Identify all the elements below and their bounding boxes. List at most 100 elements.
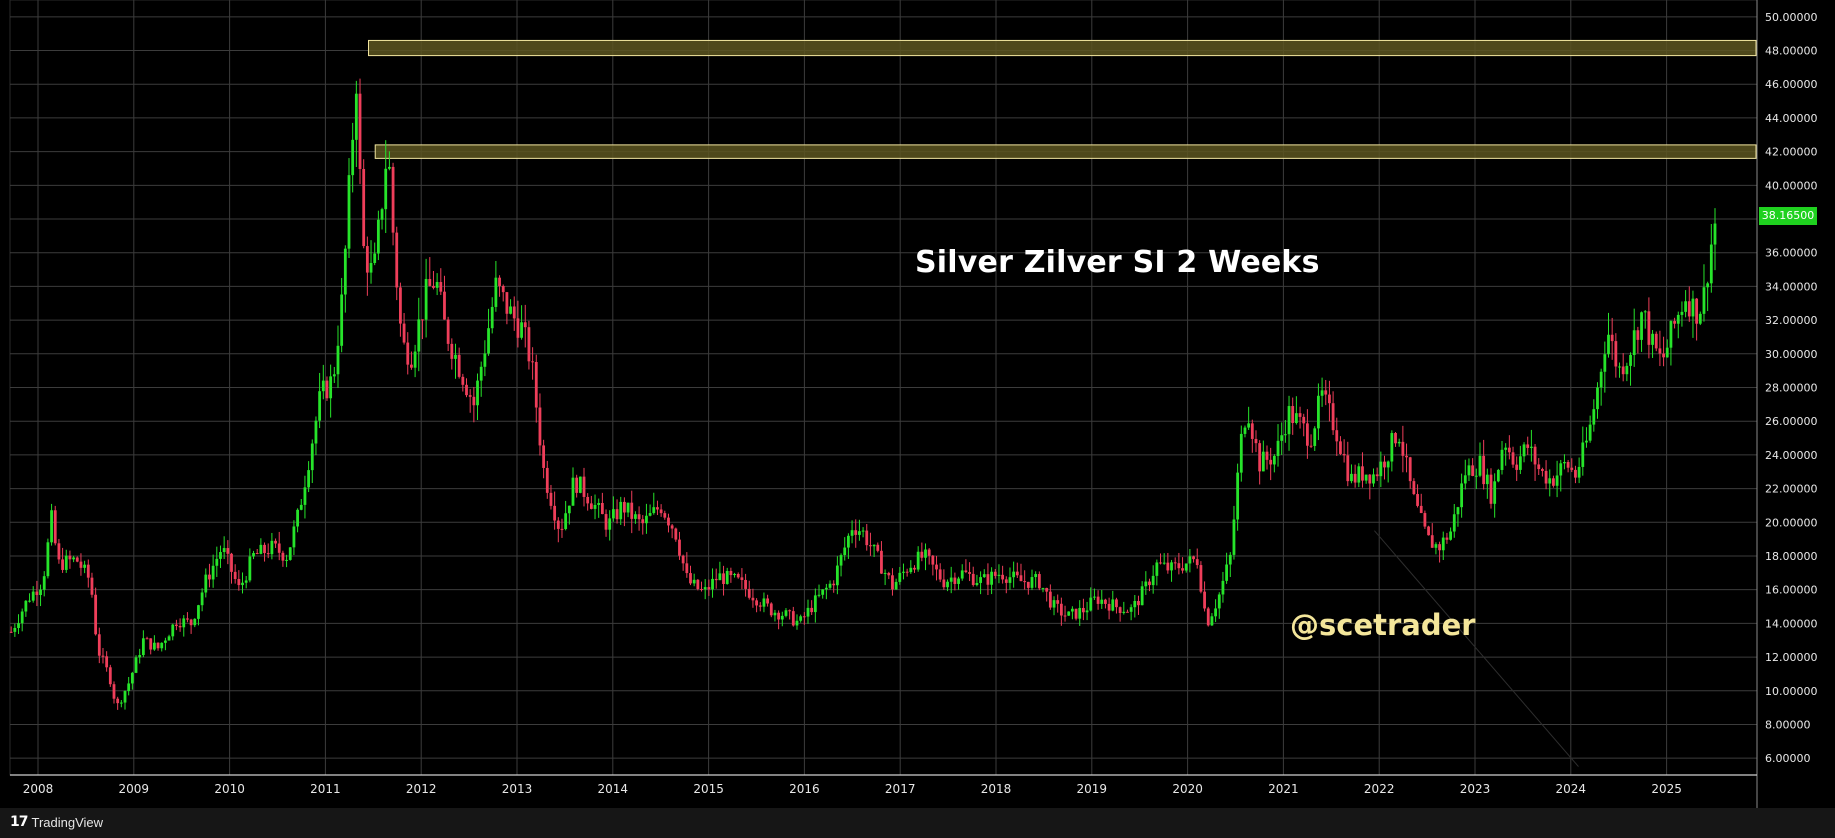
candle-body-up: [1563, 462, 1566, 464]
candle-body-down: [802, 616, 806, 618]
candle-body-up: [39, 589, 42, 596]
candle-body-down: [1695, 298, 1699, 324]
x-tick-label: 2017: [885, 782, 916, 796]
candle-body-up: [883, 572, 887, 574]
candle-body-down: [670, 525, 674, 529]
candle-body-up: [17, 623, 20, 628]
candle-body-up: [72, 557, 76, 560]
candle-body-up: [1698, 313, 1702, 324]
candle-body-up: [1184, 563, 1188, 571]
candle-body-down: [1401, 441, 1405, 456]
candle-body-up: [204, 574, 208, 593]
x-tick-label: 2018: [981, 782, 1012, 796]
x-tick-label: 2016: [789, 782, 820, 796]
candle-body-up: [813, 595, 817, 613]
candle-body-down: [681, 555, 685, 564]
candle-body-down: [586, 496, 590, 504]
candle-body-down: [1056, 600, 1060, 604]
candle-body-down: [1199, 565, 1203, 592]
candle-body-up: [692, 579, 696, 584]
candle-body-down: [707, 587, 711, 590]
candle-body-down: [1511, 452, 1515, 465]
candle-body-up: [799, 616, 803, 621]
candle-body-up: [351, 139, 355, 176]
candle-body-up: [1283, 434, 1287, 436]
candle-body-up: [1089, 597, 1093, 611]
candle-body-down: [178, 625, 182, 628]
candle-body-up: [31, 591, 35, 601]
candle-body-down: [465, 384, 468, 396]
candle-body-down: [1537, 464, 1541, 470]
candle-body-down: [1662, 353, 1665, 358]
candle-body-down: [516, 318, 520, 338]
candle-body-up: [1585, 440, 1588, 443]
candle-body-up: [1144, 581, 1148, 587]
candle-body-down: [1647, 311, 1651, 345]
candle-body-up: [241, 582, 244, 586]
candle-body-down: [777, 612, 781, 620]
candle-body-up: [138, 655, 142, 658]
candle-body-down: [432, 285, 435, 288]
candle-body-up: [1500, 449, 1504, 470]
candle-body-down: [1394, 433, 1397, 444]
candle-body-down: [920, 551, 924, 558]
price-chart[interactable]: 50.00000 48.00000 46.00000 44.00000 42.00000…: [0, 0, 1835, 808]
candle-body-up: [1651, 333, 1654, 345]
candle-body-up: [1548, 478, 1552, 484]
candle-body-down: [1059, 603, 1063, 616]
candle-body-down: [1082, 607, 1085, 613]
y-tick-label: 28.00000: [1765, 382, 1818, 395]
candle-body-down: [744, 579, 747, 589]
candle-body-up: [13, 627, 17, 632]
tradingview-logo[interactable]: 17 TradingView: [10, 814, 103, 830]
candle-body-down: [582, 476, 586, 497]
candle-body-up: [1155, 562, 1159, 576]
candle-body-up: [626, 502, 630, 513]
candle-body-down: [1177, 563, 1181, 569]
candle-body-down: [391, 166, 395, 233]
candle-body-up: [1188, 556, 1192, 564]
candle-body-down: [1610, 334, 1614, 342]
candle-body-up: [215, 558, 219, 566]
candle-body-down: [1019, 575, 1023, 582]
candle-body-down: [1570, 467, 1574, 470]
candle-body-up: [1625, 365, 1629, 375]
candle-body-up: [222, 548, 226, 553]
candle-body-up: [990, 571, 994, 585]
candle-body-down: [729, 570, 733, 576]
candle-body-down: [685, 563, 689, 574]
candle-body-down: [869, 545, 872, 547]
candle-body-down: [1118, 607, 1122, 613]
candle-body-down: [964, 570, 968, 573]
candle-body-down: [549, 492, 553, 506]
candle-body-down: [1541, 469, 1544, 471]
trend-line: [1374, 530, 1579, 767]
candle-body-up: [843, 547, 847, 556]
candle-body-up: [1272, 455, 1276, 465]
candle-body-up: [1607, 334, 1610, 355]
candle-body-up: [1041, 587, 1045, 589]
candle-body-down: [740, 577, 744, 580]
candle-body-up: [611, 509, 615, 519]
candle-body-up: [1170, 562, 1173, 571]
candle-body-down: [1302, 416, 1306, 424]
candle-body-down: [968, 572, 971, 574]
candle-body-up: [824, 587, 828, 590]
candle-body-down: [1166, 562, 1170, 571]
candle-body-up: [1078, 607, 1082, 619]
candle-body-down: [553, 505, 557, 521]
candle-body-down: [656, 507, 659, 510]
candle-body-down: [461, 376, 465, 385]
candle-body-up: [1217, 594, 1221, 609]
candle-body-up: [476, 380, 479, 406]
candle-body-down: [1173, 562, 1177, 564]
candle-body-down: [1515, 464, 1519, 470]
candle-body-down: [527, 327, 531, 362]
candle-body-up: [1581, 442, 1585, 467]
candle-body-up: [817, 594, 821, 596]
candle-body-up: [1357, 466, 1361, 483]
candle-body-up: [711, 578, 714, 590]
resistance-zone: [368, 39, 1757, 57]
y-tick-label: 6.00000: [1765, 752, 1811, 765]
